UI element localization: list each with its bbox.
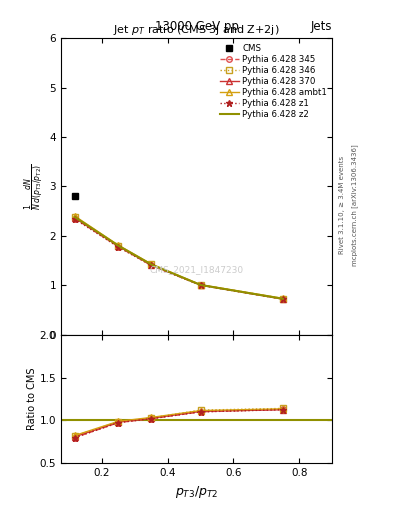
- Title: Jet $p_T$ ratio (CMS 3j and Z+2j): Jet $p_T$ ratio (CMS 3j and Z+2j): [113, 23, 280, 37]
- Text: Jets: Jets: [310, 20, 332, 33]
- Text: Rivet 3.1.10, ≥ 3.4M events: Rivet 3.1.10, ≥ 3.4M events: [339, 156, 345, 254]
- X-axis label: $p_{T3}/p_{T2}$: $p_{T3}/p_{T2}$: [175, 484, 218, 500]
- Text: CMS_2021_I1847230: CMS_2021_I1847230: [149, 265, 244, 274]
- Y-axis label: $\frac{1}{N}\frac{dN}{d(p_{T3}/p_{T2})}$: $\frac{1}{N}\frac{dN}{d(p_{T3}/p_{T2})}$: [22, 163, 47, 210]
- Y-axis label: Ratio to CMS: Ratio to CMS: [27, 368, 37, 430]
- Text: 13000 GeV pp: 13000 GeV pp: [154, 20, 239, 33]
- Text: mcplots.cern.ch [arXiv:1306.3436]: mcplots.cern.ch [arXiv:1306.3436]: [352, 144, 358, 266]
- Legend: CMS, Pythia 6.428 345, Pythia 6.428 346, Pythia 6.428 370, Pythia 6.428 ambt1, P: CMS, Pythia 6.428 345, Pythia 6.428 346,…: [219, 42, 328, 120]
